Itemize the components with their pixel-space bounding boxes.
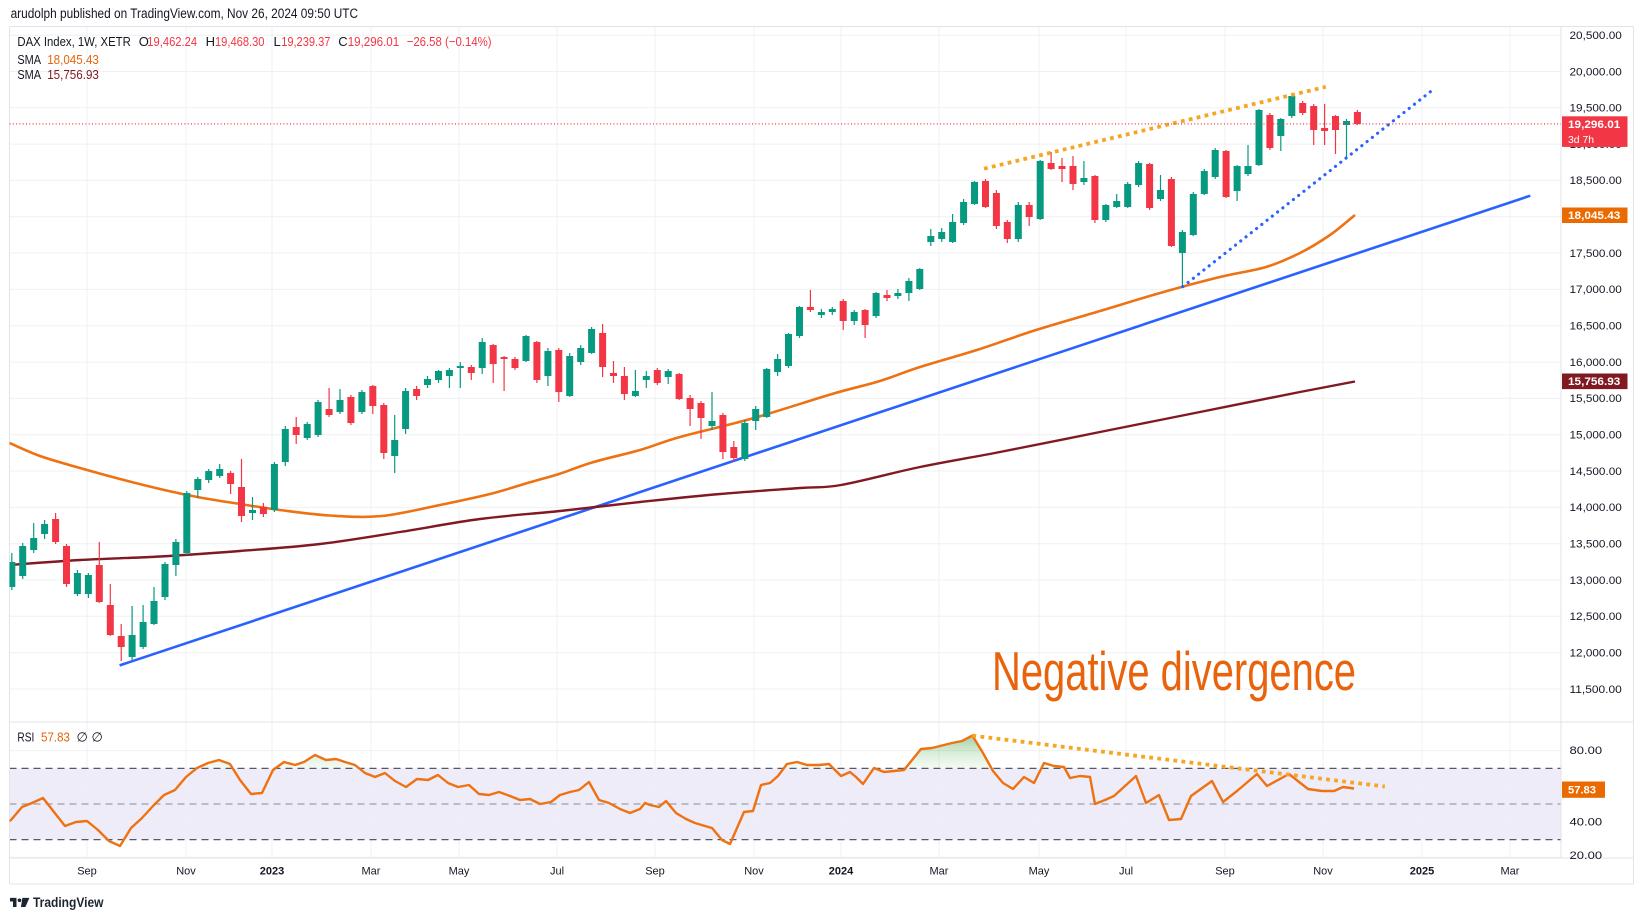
svg-text:−26.58 (−0.14%): −26.58 (−0.14%) [407, 34, 492, 49]
svg-text:Negative divergence: Negative divergence [992, 640, 1356, 702]
svg-text:15,500.00: 15,500.00 [1570, 393, 1622, 405]
svg-text:2023: 2023 [260, 866, 284, 878]
svg-text:2025: 2025 [1410, 866, 1434, 878]
svg-text:∅: ∅ [92, 730, 103, 745]
svg-text:19,500.00: 19,500.00 [1570, 103, 1622, 115]
svg-text:19,296.01: 19,296.01 [1568, 119, 1620, 131]
svg-text:19,468.30: 19,468.30 [215, 34, 265, 49]
svg-text:Mar: Mar [930, 866, 949, 878]
svg-text:19,239.37: 19,239.37 [281, 34, 330, 49]
svg-text:13,000.00: 13,000.00 [1570, 575, 1622, 587]
svg-text:Nov: Nov [744, 866, 764, 878]
svg-text:19,462.24: 19,462.24 [147, 34, 197, 49]
svg-text:Jul: Jul [1119, 866, 1133, 878]
svg-text:12,000.00: 12,000.00 [1570, 648, 1622, 660]
svg-text:L: L [274, 34, 281, 49]
svg-text:2024: 2024 [829, 866, 854, 878]
svg-text:May: May [1029, 866, 1050, 878]
svg-text:15,756.93: 15,756.93 [1568, 376, 1620, 388]
svg-text:17,000.00: 17,000.00 [1570, 284, 1622, 296]
svg-text:80.00: 80.00 [1570, 745, 1603, 757]
svg-text:11,500.00: 11,500.00 [1570, 684, 1622, 696]
svg-text:14,000.00: 14,000.00 [1570, 502, 1622, 514]
svg-text:15,756.93: 15,756.93 [47, 67, 99, 82]
svg-text:Nov: Nov [176, 866, 196, 878]
svg-text:18,045.43: 18,045.43 [47, 52, 99, 67]
svg-text:14,500.00: 14,500.00 [1570, 466, 1622, 478]
svg-text:∅: ∅ [77, 730, 88, 745]
svg-text:O: O [139, 34, 149, 49]
svg-text:SMA: SMA [17, 67, 41, 82]
svg-text:Mar: Mar [362, 866, 381, 878]
svg-text:20,500.00: 20,500.00 [1570, 30, 1622, 42]
svg-text:16,500.00: 16,500.00 [1570, 321, 1622, 333]
svg-text:57.83: 57.83 [1568, 784, 1596, 796]
svg-text:18,045.43: 18,045.43 [1568, 210, 1620, 222]
svg-text:H: H [206, 34, 215, 49]
svg-text:May: May [449, 866, 470, 878]
svg-text:SMA: SMA [17, 52, 41, 67]
svg-text:17,500.00: 17,500.00 [1570, 248, 1622, 260]
svg-text:20,000.00: 20,000.00 [1570, 66, 1622, 78]
svg-text:Sep: Sep [77, 866, 97, 878]
svg-text:TradingView: TradingView [33, 894, 104, 910]
svg-text:C: C [338, 34, 347, 49]
svg-text:Sep: Sep [1215, 866, 1235, 878]
svg-text:18,500.00: 18,500.00 [1570, 175, 1622, 187]
svg-text:15,000.00: 15,000.00 [1570, 430, 1622, 442]
svg-text:12,500.00: 12,500.00 [1570, 611, 1622, 623]
svg-text:40.00: 40.00 [1570, 816, 1603, 828]
svg-text:3d 7h: 3d 7h [1568, 134, 1594, 146]
svg-text:20.00: 20.00 [1570, 850, 1603, 862]
svg-text:Sep: Sep [645, 866, 665, 878]
svg-text:Mar: Mar [1501, 866, 1520, 878]
svg-text:arudolph published on TradingV: arudolph published on TradingView.com, N… [11, 6, 359, 21]
svg-text:13,500.00: 13,500.00 [1570, 539, 1622, 551]
svg-text:RSI: RSI [17, 730, 34, 745]
svg-text:DAX Index, 1W, XETR: DAX Index, 1W, XETR [17, 34, 130, 49]
svg-text:Jul: Jul [550, 866, 564, 878]
svg-text:19,296.01: 19,296.01 [348, 34, 400, 49]
svg-text:16,000.00: 16,000.00 [1570, 357, 1622, 369]
svg-text:Nov: Nov [1313, 866, 1333, 878]
svg-text:57.83: 57.83 [41, 730, 70, 745]
